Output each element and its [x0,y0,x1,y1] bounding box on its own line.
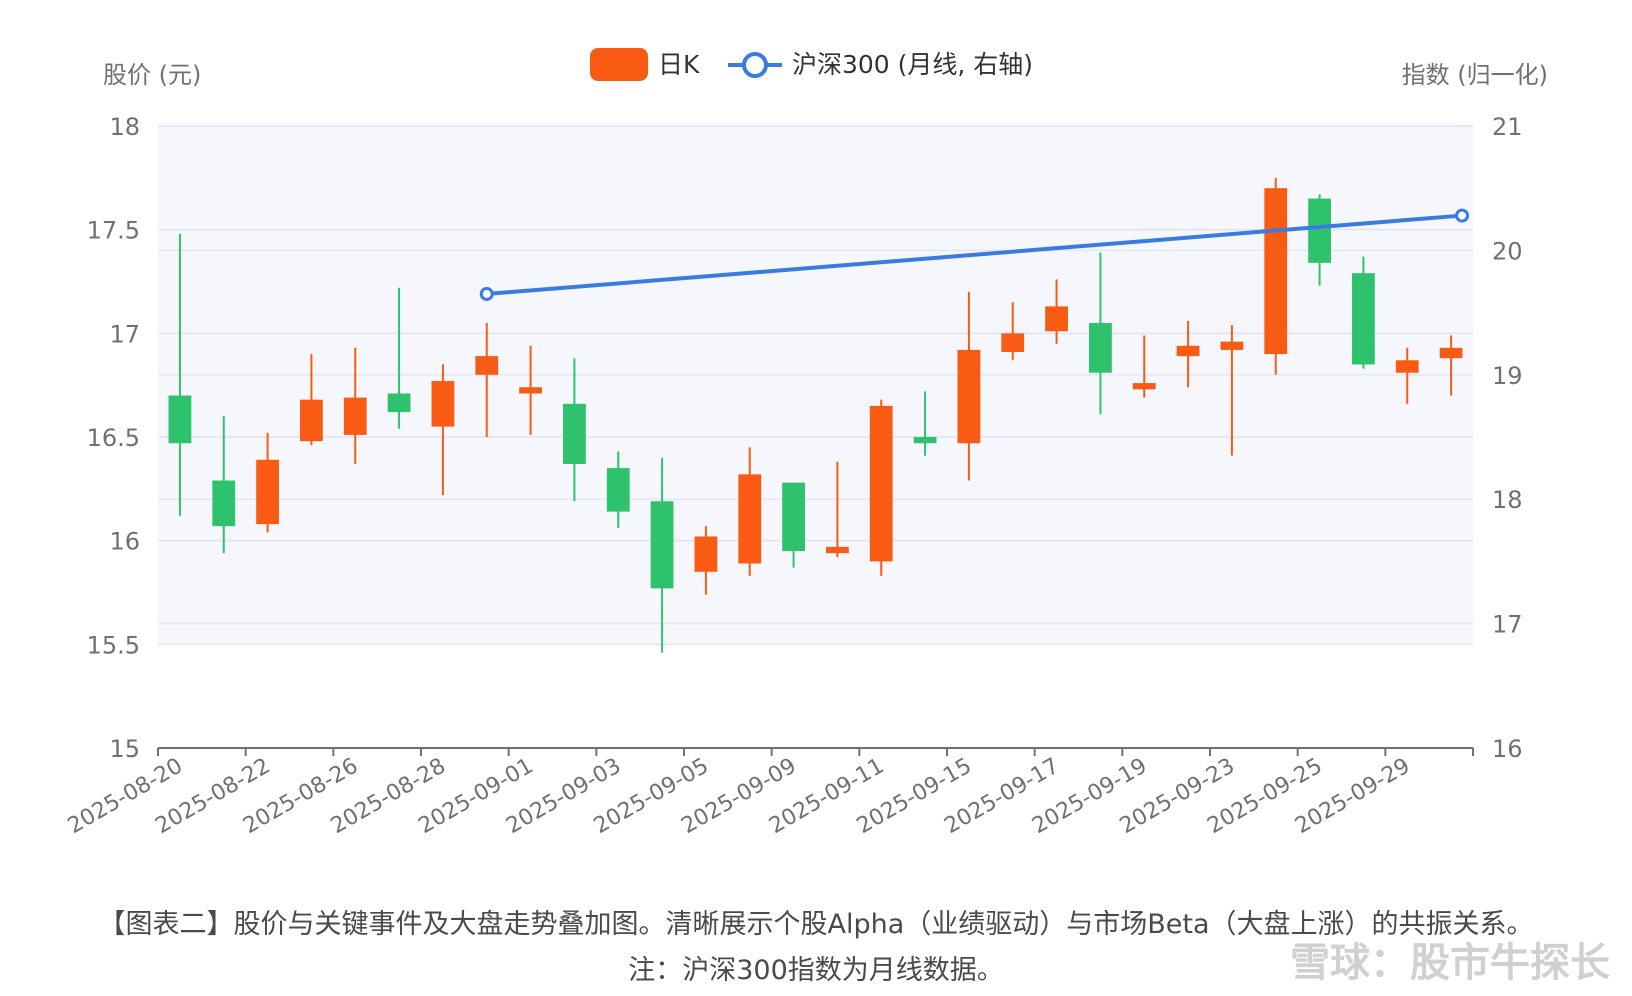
candle-body-3 [300,399,323,442]
candle-body-17 [913,437,937,444]
candle-body-28 [1395,360,1419,373]
legend-label-index[interactable]: 沪深300 (月线, 右轴) [792,50,1033,79]
candle-body-14 [782,482,805,552]
candle-9 [563,358,586,502]
candle-body-12 [694,536,718,572]
y-left-tick-1: 15.5 [87,631,140,659]
caption-line-2: 注：沪深300指数为月线数据。 [628,955,1004,986]
legend-label-daily-k[interactable]: 日K [658,50,700,79]
candlestick-series [168,177,1463,653]
candle-body-16 [869,405,893,562]
candle-12 [694,526,718,595]
candle-body-22 [1132,383,1156,390]
candle-25 [1264,177,1288,375]
candle-13 [738,447,762,576]
index-point-1 [1455,208,1470,223]
y-right-axis-title: 指数 (归一化) [1402,61,1548,89]
candle-6 [431,364,455,496]
candle-body-21 [1089,322,1112,373]
y-left-tick-4: 17 [109,320,140,348]
candle-body-10 [606,468,630,512]
candle-0 [168,233,192,516]
candle-body-27 [1352,273,1375,365]
candle-body-11 [650,501,674,589]
watermark-text: 雪球：股市牛探长 [1290,940,1610,986]
candle-body-9 [563,403,586,464]
candle-body-15 [826,546,849,554]
candle-27 [1352,256,1375,369]
caption-line-1: 【图表二】股价与关键事件及大盘走势叠加图。清晰展示个股Alpha（业绩驱动）与市… [98,909,1534,940]
candle-body-29 [1439,347,1463,359]
y-left-tick-6: 18 [109,113,140,141]
candle-body-26 [1308,198,1331,263]
candle-1 [212,416,236,554]
y-left-tick-2: 16 [109,528,140,556]
candle-8 [519,345,542,435]
index-line [486,213,1463,296]
y-right-tick-3: 19 [1492,362,1523,390]
candle-3 [300,354,323,446]
candle-body-19 [1001,333,1025,352]
y-left-tick-0: 15 [109,735,140,763]
candle-24 [1220,325,1244,456]
plot-area-background [158,126,1473,645]
plot-background [158,126,1473,645]
candle-14 [782,482,805,568]
candle-body-8 [519,387,542,394]
candle-20 [1045,279,1068,344]
candle-26 [1308,194,1331,286]
candle-body-13 [738,474,762,564]
candle-28 [1395,347,1419,404]
price-index-chart: 1515.51616.51717.5181617181920212025-08-… [64,48,1548,839]
index-line-series [479,208,1470,301]
candle-19 [1001,302,1025,361]
candle-body-4 [343,397,367,435]
y-right-tick-1: 17 [1492,611,1523,639]
candle-body-24 [1220,341,1244,350]
y-left-tick-5: 17.5 [87,217,140,245]
candle-body-20 [1045,306,1068,332]
candle-7 [475,322,499,437]
candle-23 [1176,320,1200,388]
y-right-tick-0: 16 [1492,735,1523,763]
legend-swatch-daily-k[interactable] [590,48,648,81]
candle-body-6 [431,381,455,427]
candle-11 [650,457,674,653]
y-left-tick-3: 16.5 [87,424,140,452]
candle-body-25 [1264,188,1288,355]
candle-22 [1132,335,1156,398]
y-right-tick-4: 20 [1492,237,1523,265]
candle-body-23 [1176,345,1200,357]
candle-body-0 [168,395,192,444]
candle-29 [1439,335,1463,396]
candle-5 [387,287,411,429]
y-right-tick-5: 21 [1492,113,1523,141]
candle-18 [957,291,981,481]
candle-body-7 [475,356,499,375]
candle-body-5 [387,393,411,413]
legend: 日K 沪深300 (月线, 右轴) [590,48,1033,81]
legend-swatch-index-marker [742,52,768,78]
candle-body-2 [256,459,279,525]
y-right-tick-2: 18 [1492,486,1523,514]
candle-4 [343,347,367,464]
candle-21 [1089,252,1112,415]
candle-16 [869,399,893,576]
grid-lines [158,125,1473,646]
candle-10 [606,451,630,529]
candle-15 [826,461,849,558]
candle-17 [913,391,937,456]
candle-body-18 [957,349,981,444]
index-point-0 [479,286,494,301]
candle-body-1 [212,480,236,527]
candle-2 [256,432,279,533]
y-left-axis-title: 股价 (元) [103,61,201,89]
